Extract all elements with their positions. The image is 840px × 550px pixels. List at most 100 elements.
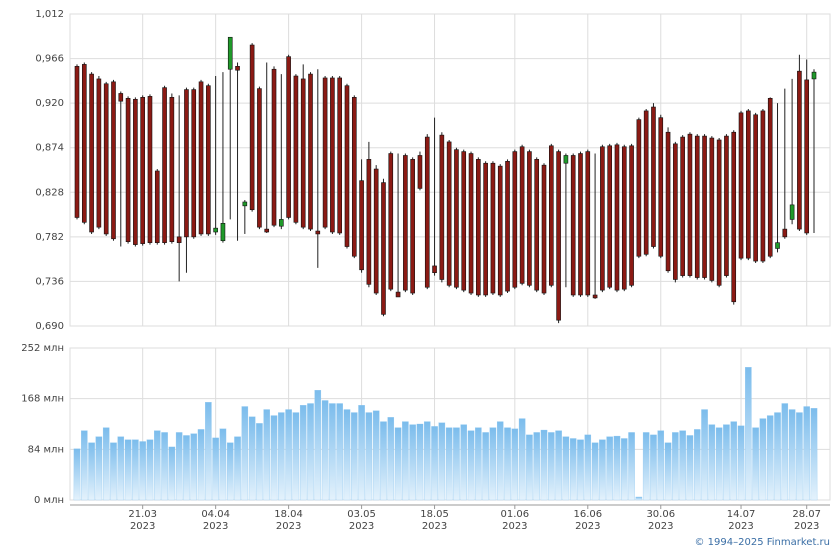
candle-body bbox=[512, 151, 518, 288]
volume-bar bbox=[591, 442, 599, 501]
candle-body bbox=[709, 137, 715, 281]
volume-bar bbox=[387, 417, 395, 501]
candle-body bbox=[176, 236, 182, 243]
x-tick-date: 18.04 bbox=[274, 509, 303, 520]
candle-body bbox=[621, 146, 627, 290]
candle-body bbox=[410, 159, 415, 294]
candle-body bbox=[103, 83, 109, 235]
candle-body bbox=[519, 146, 525, 284]
candle-body bbox=[702, 135, 707, 278]
candle-body bbox=[344, 85, 350, 247]
volume-bar bbox=[642, 432, 650, 501]
y-tick-label: 0,874 bbox=[35, 143, 64, 154]
candle-body bbox=[242, 201, 248, 207]
volume-bar bbox=[635, 496, 643, 501]
candle-body bbox=[614, 144, 620, 291]
x-tick-date: 03.05 bbox=[347, 509, 376, 520]
candle-body bbox=[315, 230, 321, 235]
candle-body bbox=[81, 64, 87, 223]
volume-bar bbox=[445, 427, 453, 501]
volume-bar bbox=[88, 442, 95, 501]
x-tick-year: 2023 bbox=[502, 521, 527, 532]
y-tick-label: 0 млн bbox=[34, 495, 64, 506]
y-tick-label: 0,920 bbox=[35, 98, 64, 109]
candle-body bbox=[432, 265, 437, 274]
y-tick-label: 252 млн bbox=[21, 343, 64, 354]
volume-bar bbox=[496, 421, 504, 501]
volume-bar bbox=[766, 415, 774, 501]
volume-bar bbox=[606, 436, 613, 501]
x-tick-year: 2023 bbox=[349, 521, 374, 532]
volume-bar bbox=[737, 425, 745, 501]
volume-bar bbox=[73, 448, 81, 501]
x-tick-date: 04.04 bbox=[201, 509, 230, 520]
candle-body bbox=[483, 162, 488, 296]
candle-body bbox=[789, 204, 795, 220]
volume-bar bbox=[723, 424, 730, 501]
volume-bar bbox=[431, 426, 438, 501]
volume-bar bbox=[708, 424, 716, 501]
x-tick-year: 2023 bbox=[648, 521, 673, 532]
volume-bar bbox=[307, 403, 314, 501]
candle-body bbox=[629, 145, 634, 286]
candle-body bbox=[585, 151, 591, 296]
volume-bar bbox=[613, 435, 621, 501]
volume-bar bbox=[679, 430, 686, 501]
x-tick-date: 30.06 bbox=[646, 509, 675, 520]
candle-body bbox=[797, 70, 802, 230]
volume-bar bbox=[394, 427, 402, 501]
volume-bar bbox=[453, 427, 460, 501]
candle-body bbox=[169, 97, 175, 243]
copyright: © 1994–2025 Finmarket.ru bbox=[694, 537, 830, 548]
volume-bar bbox=[380, 421, 387, 501]
candle-body bbox=[687, 133, 693, 276]
x-tick-date: 01.06 bbox=[501, 509, 530, 520]
volume-bar bbox=[548, 432, 555, 501]
volume-bar bbox=[475, 427, 482, 501]
y-tick-label: 0,782 bbox=[35, 232, 64, 243]
candle-body bbox=[227, 36, 233, 70]
volume-bar bbox=[205, 402, 212, 501]
x-tick-year: 2023 bbox=[203, 521, 228, 532]
volume-bar bbox=[657, 430, 665, 501]
candle-body bbox=[257, 88, 262, 228]
volume-bar bbox=[409, 424, 416, 501]
volume-bar bbox=[270, 415, 278, 501]
volume-bar bbox=[584, 434, 592, 501]
candle-body bbox=[578, 153, 583, 296]
volume-bar bbox=[759, 418, 767, 501]
volume-bar bbox=[248, 416, 256, 501]
volume-bar bbox=[226, 442, 234, 501]
volume-bar bbox=[402, 421, 409, 501]
x-tick-year: 2023 bbox=[728, 521, 753, 532]
candle-body bbox=[673, 143, 678, 280]
candle-body bbox=[541, 164, 547, 294]
candle-body bbox=[235, 66, 240, 71]
candle-body bbox=[476, 159, 481, 296]
candle-body bbox=[140, 97, 145, 244]
candle-body bbox=[811, 71, 817, 80]
volume-bar bbox=[730, 421, 737, 501]
x-tick-year: 2023 bbox=[575, 521, 600, 532]
candle-body bbox=[286, 56, 291, 218]
candle-body bbox=[746, 110, 751, 259]
volume-bar bbox=[540, 429, 548, 501]
volume-bar bbox=[599, 439, 606, 501]
volume-bar bbox=[752, 427, 759, 501]
candle-body bbox=[417, 155, 423, 189]
candle-body bbox=[351, 97, 357, 257]
candle-body bbox=[74, 66, 80, 218]
volume-bar bbox=[285, 409, 292, 501]
candle-body bbox=[381, 182, 386, 315]
candle-body bbox=[206, 85, 211, 235]
volume-bar bbox=[424, 421, 431, 501]
candle-body bbox=[549, 145, 554, 286]
volume-bar bbox=[81, 430, 88, 501]
candle-body bbox=[300, 78, 306, 228]
volume-bar bbox=[518, 418, 526, 501]
candle-body bbox=[658, 117, 664, 257]
candle-body bbox=[293, 75, 299, 223]
volume-bar bbox=[102, 427, 110, 501]
candle-body bbox=[563, 155, 569, 164]
